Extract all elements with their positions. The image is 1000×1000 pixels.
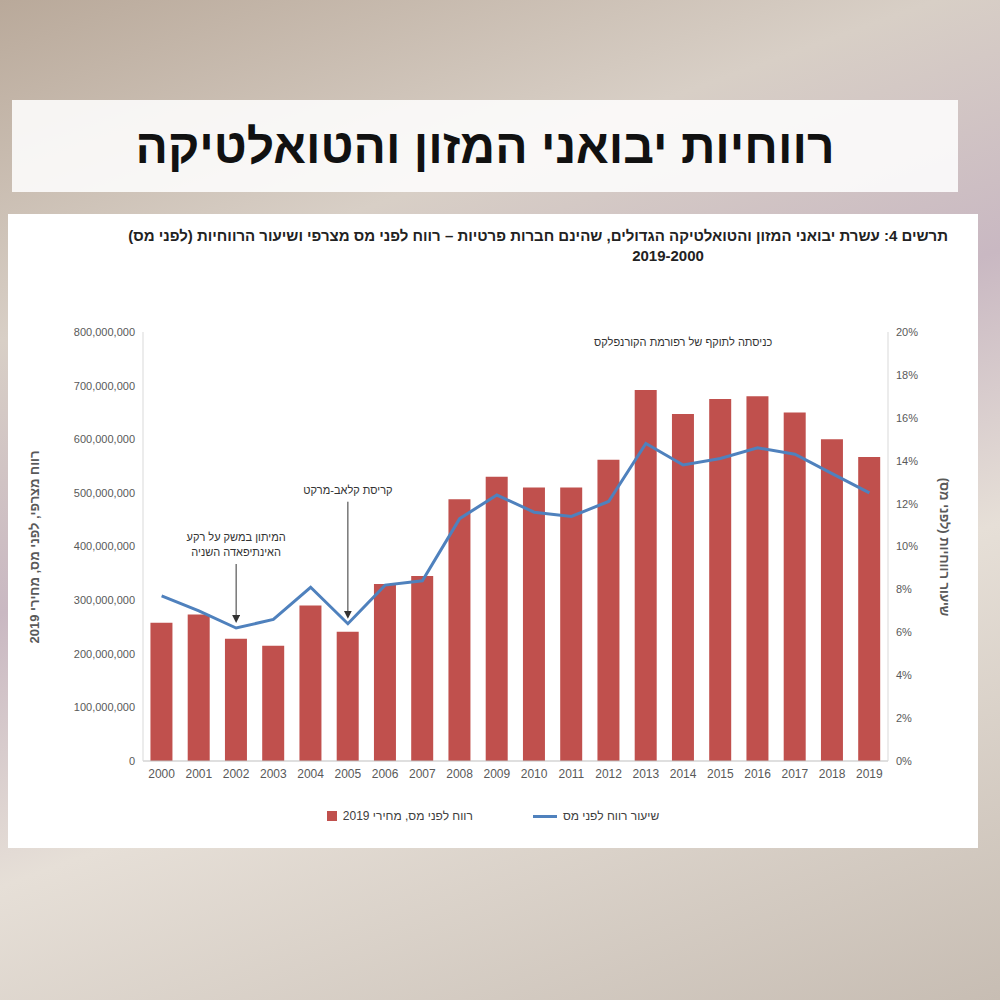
- svg-text:0: 0: [129, 755, 135, 767]
- svg-text:2010: 2010: [521, 767, 548, 781]
- html-text:2019-2000: 2019-2000: [632, 247, 704, 264]
- svg-text:2003: 2003: [260, 767, 287, 781]
- svg-text:2009: 2009: [484, 767, 511, 781]
- svg-text:0%: 0%: [896, 755, 912, 767]
- svg-text:2014: 2014: [670, 767, 697, 781]
- svg-text:200,000,000: 200,000,000: [74, 648, 135, 660]
- svg-text:2001: 2001: [186, 767, 213, 781]
- svg-text:6%: 6%: [896, 626, 912, 638]
- svg-text:400,000,000: 400,000,000: [74, 540, 135, 552]
- svg-text:2015: 2015: [707, 767, 734, 781]
- svg-text:2016: 2016: [744, 767, 771, 781]
- svg-text:2008: 2008: [446, 767, 473, 781]
- svg-text:2011: 2011: [558, 767, 584, 781]
- svg-text:300,000,000: 300,000,000: [74, 594, 135, 606]
- svg-text:2017: 2017: [782, 767, 809, 781]
- html-text:רווחיות יבואני המזון והטואלטיק: רווחיות יבואני המזון והטואלטיקה: [135, 119, 835, 173]
- svg-text:2007: 2007: [409, 767, 436, 781]
- svg-text:האינתיפאדה השניה: האינתיפאדה השניה: [191, 546, 281, 558]
- svg-text:2006: 2006: [372, 767, 399, 781]
- svg-text:2012: 2012: [595, 767, 622, 781]
- svg-text:12%: 12%: [896, 498, 918, 510]
- html-text:שיעור רווחיות (לפני מס): שיעור רווחיות (לפני מס): [936, 477, 952, 616]
- svg-text:16%: 16%: [896, 412, 918, 424]
- svg-text:700,000,000: 700,000,000: [74, 380, 135, 392]
- svg-text:2005: 2005: [335, 767, 362, 781]
- svg-text:2004: 2004: [297, 767, 324, 781]
- html-text:שיעור רווח לפני מס: שיעור רווח לפני מס: [562, 809, 660, 823]
- html-text:רווח מצרפי, לפני מס, מחירי 201: רווח מצרפי, לפני מס, מחירי 2019: [26, 450, 42, 643]
- svg-text:14%: 14%: [896, 455, 918, 467]
- html-text:רווח לפני מס, מחירי 2019: רווח לפני מס, מחירי 2019: [342, 809, 473, 823]
- svg-text:100,000,000: 100,000,000: [74, 701, 135, 713]
- svg-text:2000: 2000: [148, 767, 175, 781]
- svg-text:20%: 20%: [896, 326, 918, 338]
- svg-text:2002: 2002: [223, 767, 250, 781]
- svg-text:המיתון במשק על רקע: המיתון במשק על רקע: [187, 531, 286, 543]
- svg-text:500,000,000: 500,000,000: [74, 487, 135, 499]
- svg-text:10%: 10%: [896, 540, 918, 552]
- svg-text:2018: 2018: [819, 767, 846, 781]
- svg-text:2019: 2019: [856, 767, 883, 781]
- svg-text:600,000,000: 600,000,000: [74, 433, 135, 445]
- svg-text:800,000,000: 800,000,000: [74, 326, 135, 338]
- svg-text:כניסתה לתוקף של רפורמת הקורנפל: כניסתה לתוקף של רפורמת הקורנפלקס: [594, 336, 773, 348]
- svg-text:2%: 2%: [896, 712, 912, 724]
- svg-text:2013: 2013: [633, 767, 660, 781]
- svg-text:8%: 8%: [896, 583, 912, 595]
- svg-text:18%: 18%: [896, 369, 918, 381]
- svg-text:קריסת קלאב-מרקט: קריסת קלאב-מרקט: [303, 484, 392, 496]
- html-text:תרשים 4: עשרת יבואני המזון והט: תרשים 4: עשרת יבואני המזון והטואלטיקה הג…: [128, 227, 948, 244]
- svg-text:4%: 4%: [896, 669, 912, 681]
